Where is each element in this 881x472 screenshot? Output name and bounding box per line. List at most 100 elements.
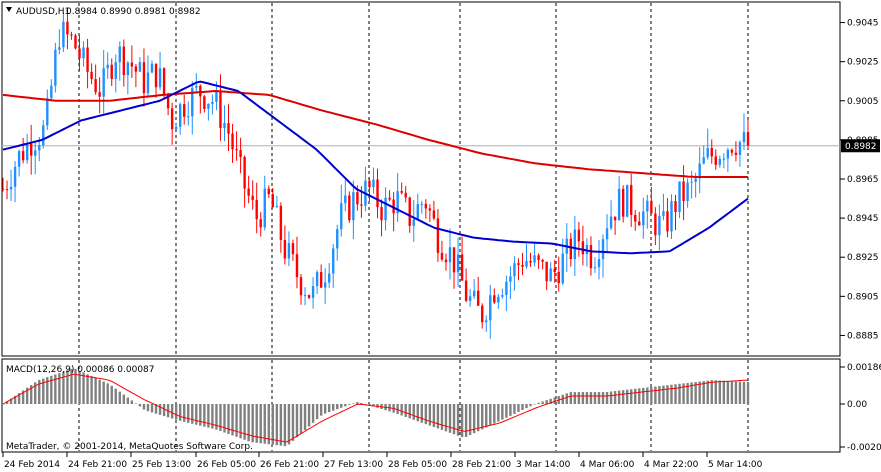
- candle: [376, 168, 379, 219]
- candle-body: [497, 296, 500, 303]
- candle-body: [211, 101, 214, 104]
- candle: [690, 170, 693, 199]
- macd-bar: [279, 404, 283, 446]
- candles: [1, 12, 750, 339]
- candle-body: [388, 197, 391, 200]
- candle-body: [589, 245, 593, 269]
- candle: [710, 139, 713, 164]
- candle-body: [400, 191, 403, 193]
- price-panel[interactable]: 0.90450.90250.90050.89850.89650.89450.89…: [1, 1, 880, 357]
- x-tick-label: 27 Feb 13:00: [324, 460, 383, 470]
- macd-bar: [726, 380, 730, 404]
- candle: [517, 258, 520, 281]
- candle-body: [17, 151, 21, 167]
- macd-bar: [658, 386, 661, 404]
- macd-bar: [130, 400, 134, 404]
- macd-bar: [642, 387, 645, 404]
- candle: [118, 41, 121, 81]
- candle: [497, 293, 500, 309]
- candle-body: [42, 125, 45, 146]
- candle: [207, 103, 210, 121]
- candle-body: [323, 282, 327, 288]
- macd-bar: [207, 404, 210, 428]
- macd-bar: [509, 404, 512, 416]
- candle: [613, 216, 617, 235]
- candle: [557, 256, 560, 292]
- candle: [662, 193, 665, 221]
- macd-signal-line: [2, 373, 749, 443]
- candle: [275, 195, 279, 208]
- macd-bar: [356, 402, 359, 404]
- candle-body: [678, 181, 681, 212]
- macd-bar: [50, 375, 53, 404]
- candle: [396, 173, 399, 223]
- macd-bar: [162, 404, 166, 417]
- candle: [251, 180, 254, 210]
- candle: [138, 57, 142, 73]
- candle: [239, 137, 242, 174]
- candle: [698, 147, 701, 194]
- candle-body: [686, 182, 689, 202]
- candle-body: [392, 199, 395, 214]
- macd-bar: [517, 404, 520, 412]
- macd-bar: [82, 372, 85, 404]
- macd-bar: [227, 404, 230, 434]
- candle: [706, 128, 709, 160]
- candle-body: [150, 63, 154, 73]
- macd-bar: [621, 390, 625, 404]
- macd-bar: [291, 404, 295, 441]
- candle: [537, 253, 540, 269]
- candle-body: [424, 203, 428, 209]
- candle: [638, 211, 641, 226]
- candle-body: [267, 188, 270, 195]
- candle-body: [432, 210, 436, 219]
- candle-body: [702, 157, 705, 164]
- candle: [718, 155, 722, 168]
- macd-bar: [90, 376, 93, 404]
- candle: [368, 178, 371, 202]
- candle-body: [730, 149, 734, 153]
- candle-body: [58, 47, 61, 50]
- macd-bar: [428, 404, 432, 426]
- macd-bar: [738, 381, 742, 404]
- macd-bar: [412, 404, 415, 420]
- macd-bar: [66, 370, 69, 404]
- candle-body: [336, 229, 339, 249]
- candle: [702, 145, 705, 165]
- candle-body: [303, 295, 307, 297]
- candle-body: [223, 123, 226, 128]
- macd-bar: [497, 404, 500, 422]
- candle-body: [174, 126, 178, 130]
- candle-body: [481, 305, 484, 323]
- candle-body: [630, 184, 633, 215]
- candle-body: [311, 286, 315, 298]
- dropdown-triangle-icon[interactable]: [6, 7, 12, 12]
- candle: [158, 51, 162, 91]
- macd-bar: [734, 381, 738, 404]
- candle-body: [553, 268, 556, 273]
- candle: [5, 180, 9, 200]
- candle-body: [734, 152, 738, 155]
- macd-bar: [122, 394, 126, 404]
- candle-body: [714, 156, 717, 165]
- macd-bar: [142, 404, 146, 410]
- candle: [577, 222, 581, 257]
- macd-bar: [573, 392, 577, 404]
- y-tick-label: 0.9025: [847, 58, 879, 68]
- y-tick-label: 0.9045: [847, 19, 879, 29]
- macd-panel[interactable]: MACD(12,26,9) 0.00086 0.00087 MetaTrader…: [1, 358, 881, 453]
- candle-body: [634, 214, 637, 222]
- candle-body: [98, 92, 101, 97]
- candle-body: [573, 229, 577, 260]
- macd-bar: [706, 380, 709, 404]
- macd-bar: [746, 382, 750, 404]
- macd-bar: [311, 404, 315, 423]
- candle: [154, 63, 158, 98]
- candle: [187, 101, 190, 126]
- x-tick-label: 26 Feb 05:00: [197, 460, 256, 470]
- macd-bar: [299, 404, 303, 434]
- x-tick-label: 28 Feb 21:00: [452, 460, 511, 470]
- macd-bar: [674, 384, 677, 404]
- candle: [545, 261, 548, 291]
